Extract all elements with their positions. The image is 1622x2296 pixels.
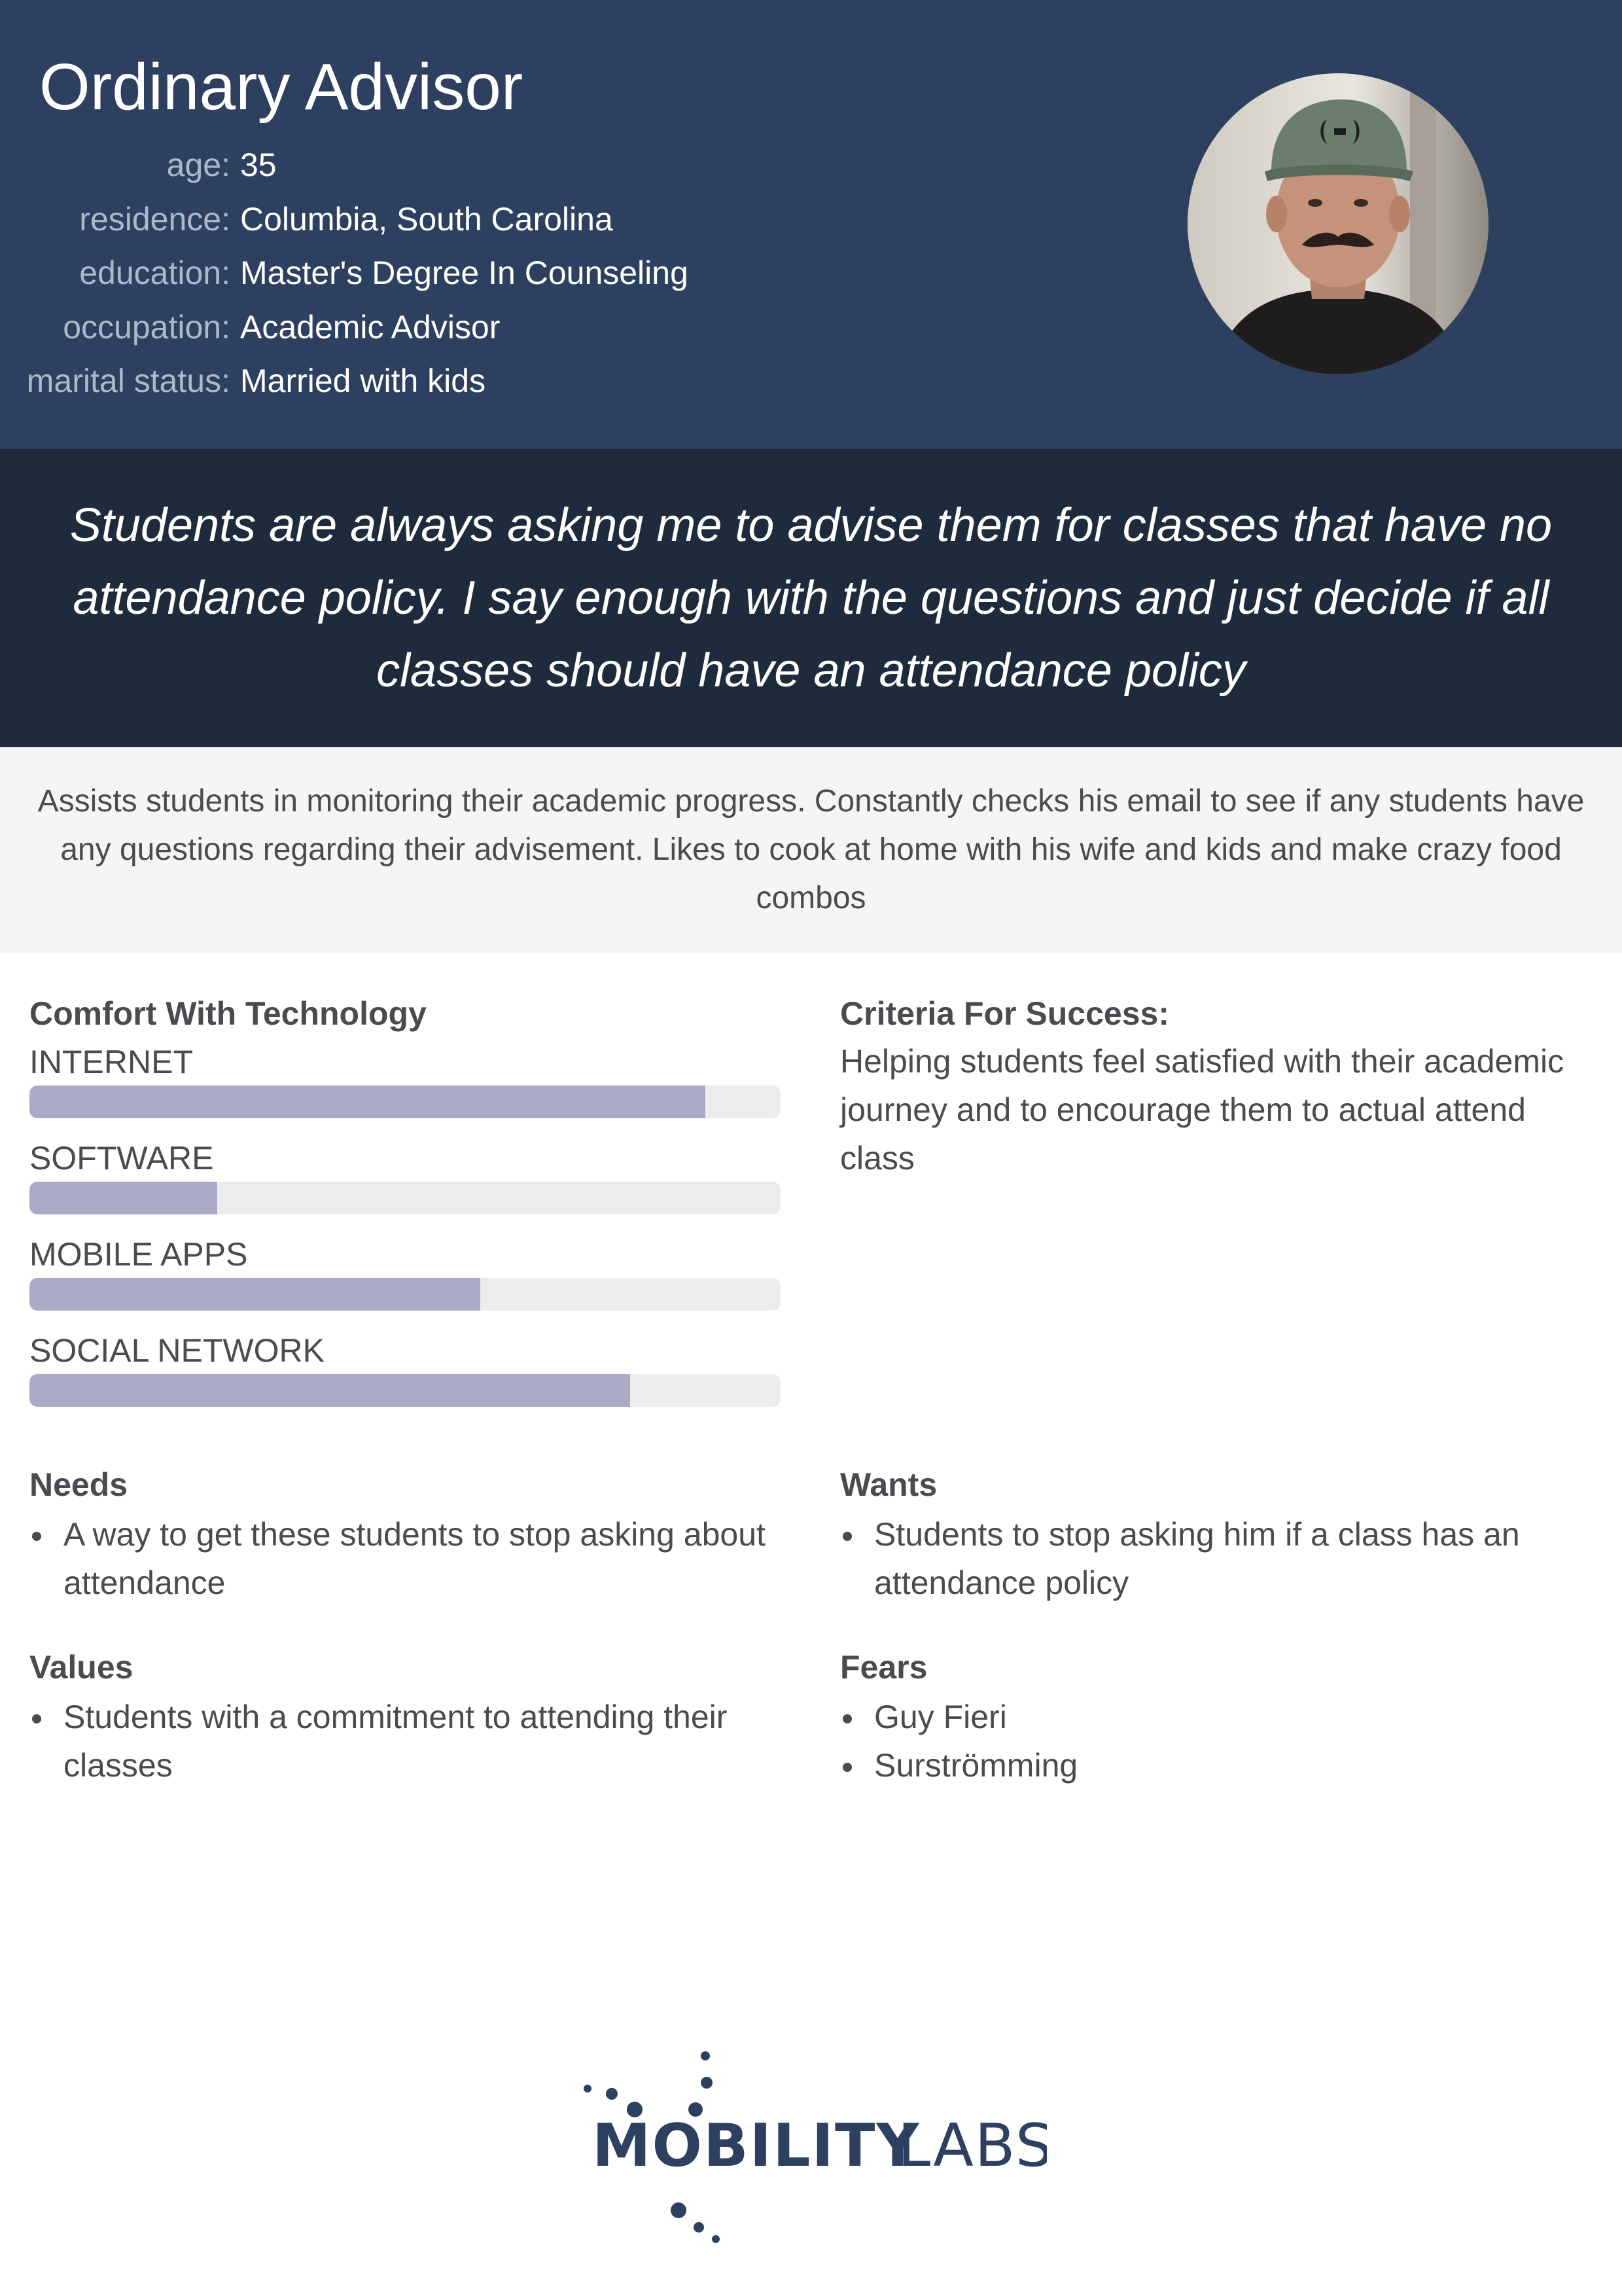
values-item-text: Students with a commitment to attending … <box>63 1699 728 1784</box>
persona-header: Ordinary Advisor age: 35 residence: Colu… <box>0 0 1622 449</box>
criteria-text: Helping students feel satisfied with the… <box>840 1043 1564 1176</box>
criteria-title: Criteria For Success: <box>840 995 1169 1032</box>
tech-label-social-network: SOCIAL NETWORK <box>29 1332 325 1369</box>
detail-education: education: Master's Degree In Counseling <box>0 247 720 299</box>
detail-value: Master's Degree In Counseling <box>240 255 688 291</box>
avatar-photo <box>1188 73 1489 374</box>
tech-bar-internet <box>29 1086 781 1118</box>
detail-age: age: 35 <box>0 139 720 191</box>
bullet-icon <box>843 1763 852 1772</box>
wants-item-text: Students to stop asking him if a class h… <box>874 1516 1520 1601</box>
list-item: Guy Fieri <box>840 1693 1560 1741</box>
quote-band: Students are always asking me to advise … <box>0 449 1622 747</box>
values-list: Students with a commitment to attending … <box>29 1693 775 1790</box>
fears-list: Guy Fieri Surströmming <box>840 1693 1560 1790</box>
tech-bar-fill <box>29 1086 706 1118</box>
detail-label: age: <box>166 147 230 183</box>
needs-title: Needs <box>29 1466 128 1503</box>
bio-band: Assists students in monitoring their aca… <box>0 747 1622 953</box>
detail-value: Married with kids <box>240 362 486 399</box>
detail-label: occupation: <box>63 309 230 345</box>
tech-bar-fill <box>29 1278 480 1311</box>
values-title: Values <box>29 1649 133 1686</box>
wants-list: Students to stop asking him if a class h… <box>840 1510 1560 1607</box>
detail-value: Columbia, South Carolina <box>240 201 613 238</box>
tech-bar-software <box>29 1182 781 1214</box>
mobility-labs-logo: MOBILITY LABS <box>576 2041 1053 2251</box>
detail-label: education: <box>79 255 230 291</box>
logo-word-labs: LABS <box>898 2111 1047 2180</box>
bullet-icon <box>32 1714 41 1723</box>
wants-title: Wants <box>840 1466 938 1503</box>
detail-value: 35 <box>240 147 277 183</box>
bullet-icon <box>32 1532 41 1541</box>
tech-label-software: SOFTWARE <box>29 1140 214 1176</box>
fears-item-text: Surströmming <box>874 1747 1078 1784</box>
bullet-icon <box>843 1714 852 1723</box>
tech-bar-fill <box>29 1182 217 1214</box>
list-item: Students with a commitment to attending … <box>29 1693 775 1790</box>
tech-label-mobile-apps: MOBILE APPS <box>29 1236 248 1273</box>
logo-word-mobility: MOBILITY <box>592 2111 921 2180</box>
list-item: Students to stop asking him if a class h… <box>840 1510 1560 1607</box>
detail-value: Academic Advisor <box>240 309 501 345</box>
detail-residence: residence: Columbia, South Carolina <box>0 193 720 245</box>
tech-label-internet: INTERNET <box>29 1044 193 1080</box>
detail-label: marital status: <box>26 362 230 399</box>
fears-title: Fears <box>840 1649 928 1686</box>
detail-label: residence: <box>79 201 230 238</box>
logo-mark: MOBILITY LABS <box>584 2051 1053 2243</box>
avatar <box>1188 73 1489 374</box>
tech-bar-mobile-apps <box>29 1278 781 1311</box>
fears-item-text: Guy Fieri <box>874 1699 1007 1735</box>
bullet-icon <box>843 1532 852 1541</box>
needs-list: A way to get these students to stop aski… <box>29 1510 775 1607</box>
technology-title: Comfort With Technology <box>29 995 427 1032</box>
detail-occupation: occupation: Academic Advisor <box>0 301 720 353</box>
tech-bar-social-network <box>29 1374 781 1407</box>
tech-bar-fill <box>29 1374 631 1407</box>
needs-item-text: A way to get these students to stop aski… <box>63 1516 766 1601</box>
persona-quote: Students are always asking me to advise … <box>69 499 1553 697</box>
detail-marital-status: marital status: Married with kids <box>0 355 720 407</box>
persona-bio: Assists students in monitoring their aca… <box>37 784 1585 915</box>
list-item: Surströmming <box>840 1741 1560 1790</box>
persona-name: Ordinary Advisor <box>39 50 523 124</box>
list-item: A way to get these students to stop aski… <box>29 1510 775 1607</box>
